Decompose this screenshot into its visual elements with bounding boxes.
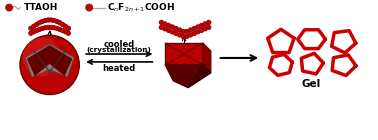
Polygon shape: [332, 55, 356, 75]
Circle shape: [185, 29, 189, 34]
Circle shape: [37, 27, 42, 32]
Polygon shape: [301, 53, 323, 74]
Circle shape: [49, 25, 53, 30]
Circle shape: [170, 30, 175, 34]
Circle shape: [29, 31, 33, 35]
Circle shape: [177, 28, 182, 32]
Circle shape: [6, 4, 12, 11]
Circle shape: [55, 26, 59, 31]
Circle shape: [22, 38, 61, 76]
Circle shape: [166, 23, 171, 28]
Polygon shape: [188, 65, 211, 88]
Circle shape: [163, 22, 167, 26]
Circle shape: [192, 31, 196, 36]
Circle shape: [192, 26, 196, 31]
Circle shape: [159, 20, 164, 24]
Circle shape: [196, 25, 200, 29]
Circle shape: [185, 34, 189, 39]
Circle shape: [166, 28, 171, 32]
Text: Gel: Gel: [302, 79, 321, 89]
Circle shape: [40, 26, 45, 31]
Text: TTAOH: TTAOH: [24, 3, 58, 12]
Circle shape: [46, 25, 50, 30]
Circle shape: [43, 25, 48, 30]
Circle shape: [57, 27, 62, 32]
Circle shape: [60, 22, 65, 27]
Circle shape: [32, 24, 36, 28]
Polygon shape: [298, 30, 325, 49]
Circle shape: [66, 26, 71, 31]
Circle shape: [196, 30, 200, 34]
Circle shape: [203, 22, 207, 26]
Circle shape: [60, 28, 65, 33]
Circle shape: [181, 29, 185, 34]
Circle shape: [177, 33, 182, 37]
Circle shape: [163, 27, 167, 31]
Polygon shape: [203, 43, 211, 73]
Polygon shape: [270, 54, 292, 75]
Circle shape: [20, 35, 79, 94]
Polygon shape: [332, 31, 356, 53]
Circle shape: [174, 26, 178, 31]
Text: C$_n$F$_{2n+1}$COOH: C$_n$F$_{2n+1}$COOH: [107, 1, 175, 14]
Circle shape: [55, 19, 59, 24]
Circle shape: [34, 22, 39, 27]
Circle shape: [181, 34, 185, 39]
Circle shape: [188, 33, 193, 37]
Circle shape: [207, 20, 211, 24]
Circle shape: [52, 18, 56, 23]
Circle shape: [29, 26, 33, 31]
Text: (crystallization): (crystallization): [87, 46, 151, 52]
Polygon shape: [27, 46, 72, 75]
Text: cooled: cooled: [103, 40, 135, 49]
Circle shape: [199, 23, 204, 28]
Circle shape: [43, 18, 48, 23]
Circle shape: [170, 25, 175, 29]
Text: heated: heated: [102, 64, 135, 73]
Circle shape: [64, 24, 68, 28]
Polygon shape: [165, 43, 203, 65]
Polygon shape: [165, 65, 211, 88]
Circle shape: [203, 27, 207, 31]
Circle shape: [34, 28, 39, 33]
Circle shape: [64, 30, 68, 34]
Circle shape: [40, 19, 45, 24]
Circle shape: [52, 25, 56, 30]
Circle shape: [57, 21, 62, 25]
Circle shape: [37, 21, 42, 25]
Circle shape: [49, 18, 53, 22]
Circle shape: [207, 25, 211, 30]
Circle shape: [46, 18, 50, 22]
Circle shape: [66, 31, 71, 35]
Circle shape: [86, 4, 93, 11]
Circle shape: [188, 28, 193, 32]
Polygon shape: [25, 44, 74, 77]
Polygon shape: [268, 29, 294, 52]
Circle shape: [174, 31, 178, 36]
Circle shape: [199, 28, 204, 32]
Circle shape: [32, 30, 36, 34]
Circle shape: [159, 25, 164, 30]
